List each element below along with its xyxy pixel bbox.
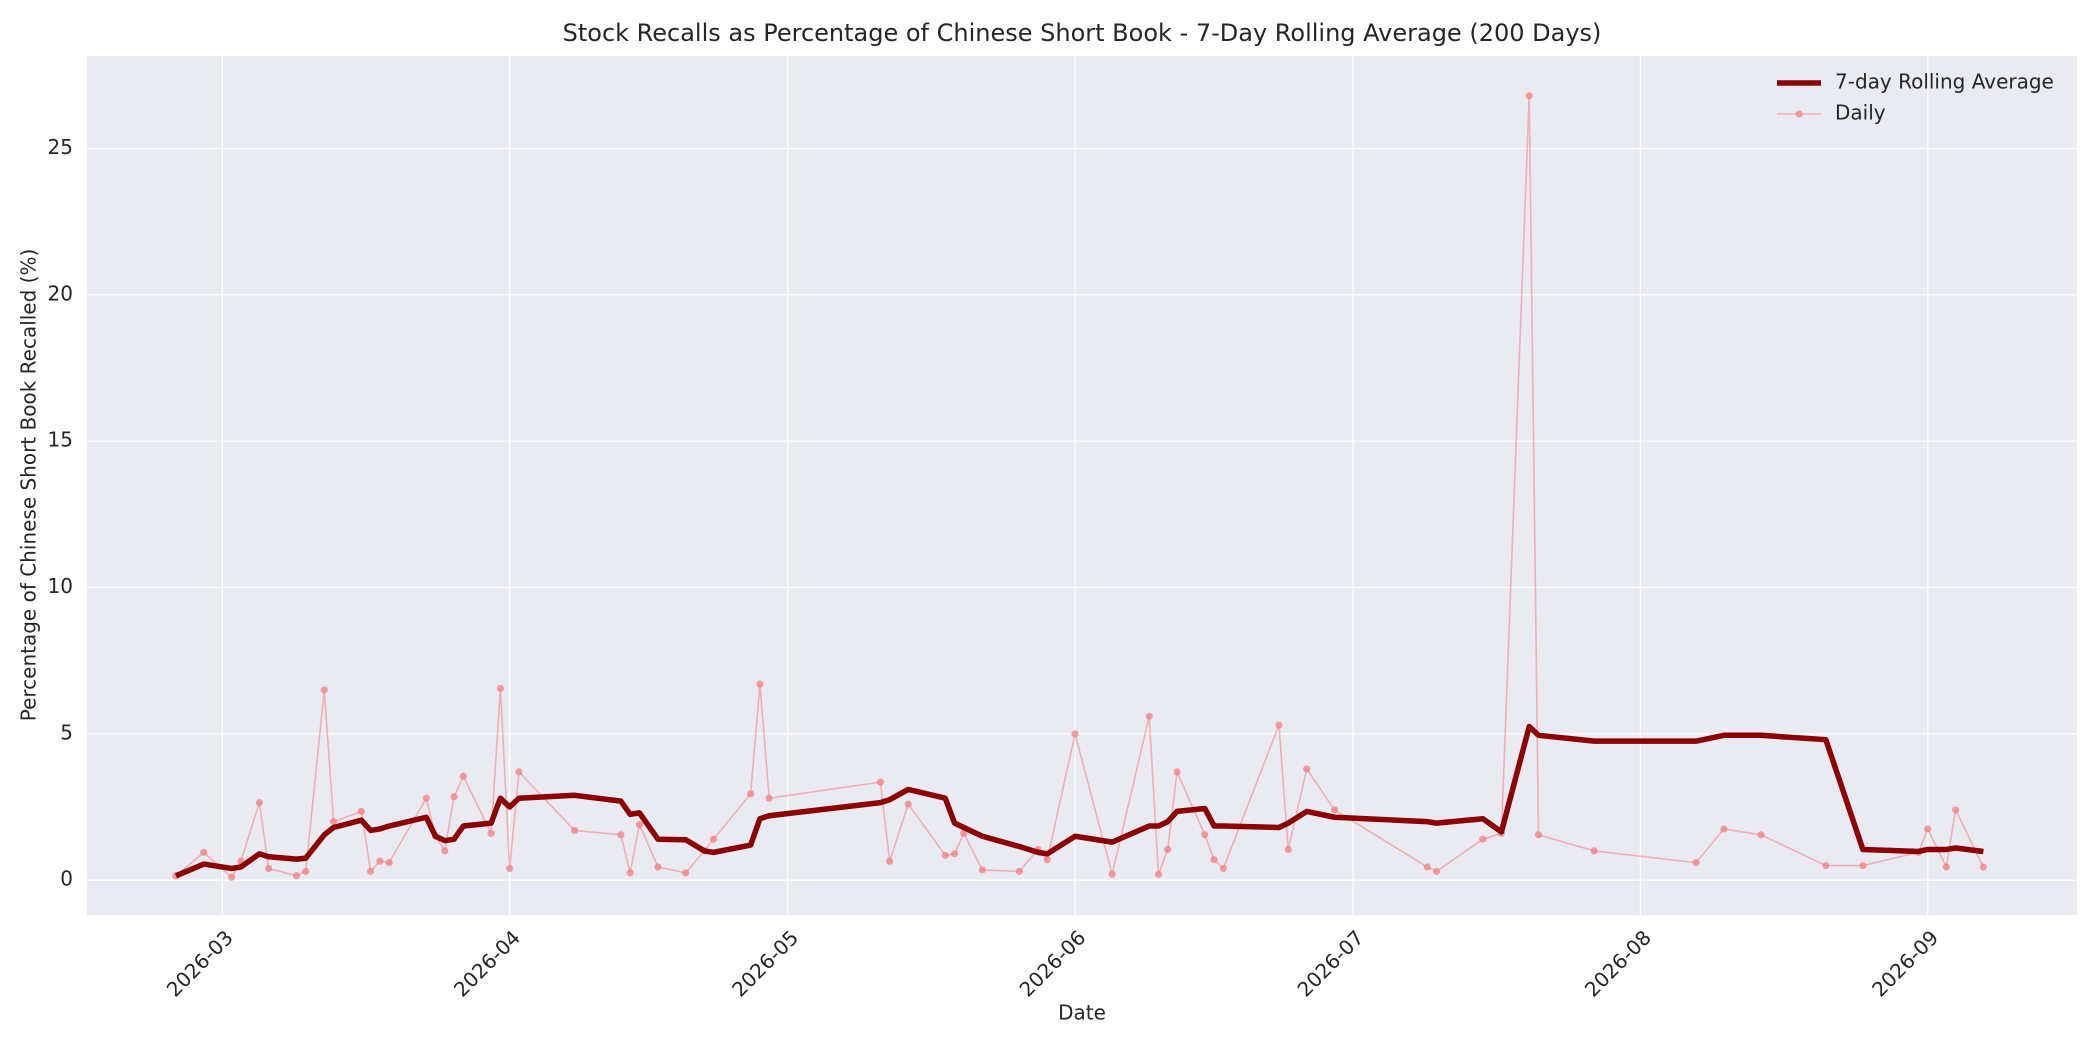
data-point <box>357 807 365 815</box>
data-point <box>515 768 523 776</box>
data-point <box>635 820 644 829</box>
data-point <box>682 869 690 877</box>
data-point <box>329 818 338 826</box>
legend-label: Daily <box>1835 101 1886 125</box>
data-point <box>200 848 208 856</box>
x-axis-label: Date <box>1058 1001 1106 1025</box>
data-point <box>709 835 718 843</box>
data-line <box>174 723 1984 879</box>
data-point <box>302 867 310 875</box>
data-point <box>747 790 755 798</box>
y-tick-label: 5 <box>60 720 73 744</box>
legend-label: 7-day Rolling Average <box>1835 70 2054 94</box>
data-point <box>265 864 273 873</box>
data-point <box>626 869 634 877</box>
data-point <box>1043 856 1051 864</box>
data-point <box>1951 806 1960 814</box>
data-point <box>1330 806 1339 814</box>
x-tick-label: 2026-09 <box>1867 925 1943 1001</box>
y-tick-label: 15 <box>48 428 73 452</box>
y-axis-label: Percentage of Chinese Short Book Recalle… <box>17 249 41 722</box>
chart-title: Stock Recalls as Percentage of Chinese S… <box>563 19 1602 47</box>
data-point <box>1303 765 1311 773</box>
data-point <box>941 851 949 859</box>
data-point <box>765 794 773 802</box>
data-point <box>950 850 959 858</box>
y-tick-label: 20 <box>48 281 73 305</box>
data-point <box>978 866 986 874</box>
data-point <box>654 863 662 871</box>
data-point <box>487 829 495 837</box>
y-tick-label: 0 <box>60 867 73 891</box>
data-point <box>756 680 764 688</box>
data-point <box>1275 721 1283 729</box>
data-point <box>1173 768 1181 776</box>
data-point <box>1219 864 1227 873</box>
data-point <box>1692 859 1700 867</box>
data-point <box>1859 861 1867 870</box>
data-point <box>496 684 504 693</box>
data-point <box>385 859 393 867</box>
x-tick-label: 2026-04 <box>449 925 525 1001</box>
data-point <box>570 826 579 835</box>
data-point <box>1525 92 1533 100</box>
data-point <box>876 778 885 786</box>
data-point <box>1822 861 1830 870</box>
data-point <box>1590 847 1598 855</box>
x-tick-label: 2026-08 <box>1580 925 1656 1001</box>
plot-area <box>87 56 2077 915</box>
y-tick-label: 25 <box>48 135 73 159</box>
data-point <box>1015 867 1024 875</box>
data-point <box>1942 863 1950 871</box>
data-point <box>1210 856 1218 864</box>
data-point <box>367 867 375 875</box>
data-point <box>1720 825 1728 833</box>
data-point <box>1423 863 1431 871</box>
x-tick-label: 2026-05 <box>727 925 803 1001</box>
legend-marker <box>1795 110 1803 118</box>
data-point <box>1432 867 1441 875</box>
data-point <box>1757 831 1765 839</box>
data-point <box>1071 730 1079 738</box>
data-point <box>1201 831 1209 839</box>
data-point <box>227 873 236 881</box>
x-tick-label: 2026-03 <box>162 925 238 1001</box>
data-point <box>904 800 912 808</box>
data-point <box>1924 825 1932 833</box>
data-point <box>960 829 968 837</box>
data-point <box>1154 870 1163 878</box>
data-point <box>1979 863 1987 871</box>
data-point <box>886 857 894 865</box>
data-point <box>1108 870 1116 878</box>
data-point <box>617 831 625 839</box>
data-point <box>376 857 384 865</box>
data-point <box>506 864 514 873</box>
y-tick-label: 10 <box>48 574 73 598</box>
data-point <box>459 772 467 780</box>
data-point <box>255 799 263 807</box>
data-point <box>1284 845 1292 854</box>
data-point <box>441 847 449 855</box>
x-tick-label: 2026-07 <box>1292 925 1368 1001</box>
data-point <box>422 794 430 802</box>
data-point <box>1145 712 1153 720</box>
x-tick-label: 2026-06 <box>1014 925 1090 1001</box>
data-point <box>292 872 301 880</box>
data-point <box>450 793 458 801</box>
data-point <box>320 686 328 694</box>
data-point <box>1164 845 1172 854</box>
data-point <box>1534 831 1543 839</box>
data-point <box>1479 835 1487 843</box>
